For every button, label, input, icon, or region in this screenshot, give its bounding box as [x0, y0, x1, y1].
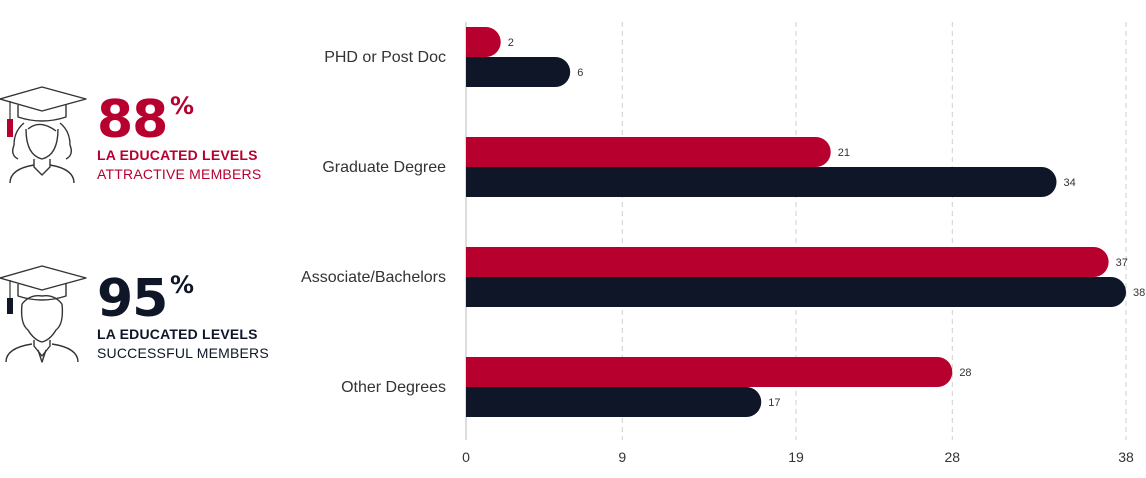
stat-value: 95: [97, 269, 168, 329]
x-tick-label: 38: [1118, 449, 1134, 465]
x-tick-label: 19: [788, 449, 804, 465]
data-label: 38: [1133, 287, 1145, 299]
stat-value: 88: [97, 90, 168, 150]
data-label: 34: [1064, 177, 1076, 189]
category-label: Graduate Degree: [322, 159, 446, 176]
x-tick-label: 0: [462, 449, 470, 465]
percent-sign: %: [170, 92, 195, 120]
male-graduate-icon: [0, 265, 87, 363]
x-tick-label: 9: [618, 449, 626, 465]
x-tick-label: 28: [945, 449, 961, 465]
bar: [466, 57, 571, 87]
bar: [466, 387, 762, 417]
bar: [466, 247, 1109, 277]
data-label: 37: [1116, 257, 1128, 269]
stat-line-1: LA EDUCATED LEVELS: [97, 326, 258, 342]
bar: [466, 137, 831, 167]
stat-successful: 95 % LA EDUCATED LEVELS SUCCESSFUL MEMBE…: [0, 264, 290, 374]
stat-line-1: LA EDUCATED LEVELS: [97, 147, 258, 163]
data-label: 17: [768, 397, 780, 409]
category-label: Other Degrees: [341, 379, 446, 396]
category-label: PHD or Post Doc: [324, 49, 446, 66]
bar: [466, 167, 1057, 197]
category-label: Associate/Bachelors: [301, 269, 446, 286]
data-label: 21: [838, 147, 850, 159]
stat-attractive: 88 % LA EDUCATED LEVELS ATTRACTIVE MEMBE…: [0, 85, 290, 195]
bar: [466, 27, 501, 57]
percent-sign: %: [170, 271, 195, 299]
female-graduate-icon: [0, 86, 87, 184]
data-label: 28: [959, 367, 971, 379]
data-label: 6: [577, 67, 583, 79]
data-label: 2: [508, 37, 514, 49]
stat-line-2: SUCCESSFUL MEMBERS: [97, 345, 269, 361]
bar: [466, 357, 953, 387]
stat-line-2: ATTRACTIVE MEMBERS: [97, 166, 262, 182]
bar: [466, 277, 1126, 307]
